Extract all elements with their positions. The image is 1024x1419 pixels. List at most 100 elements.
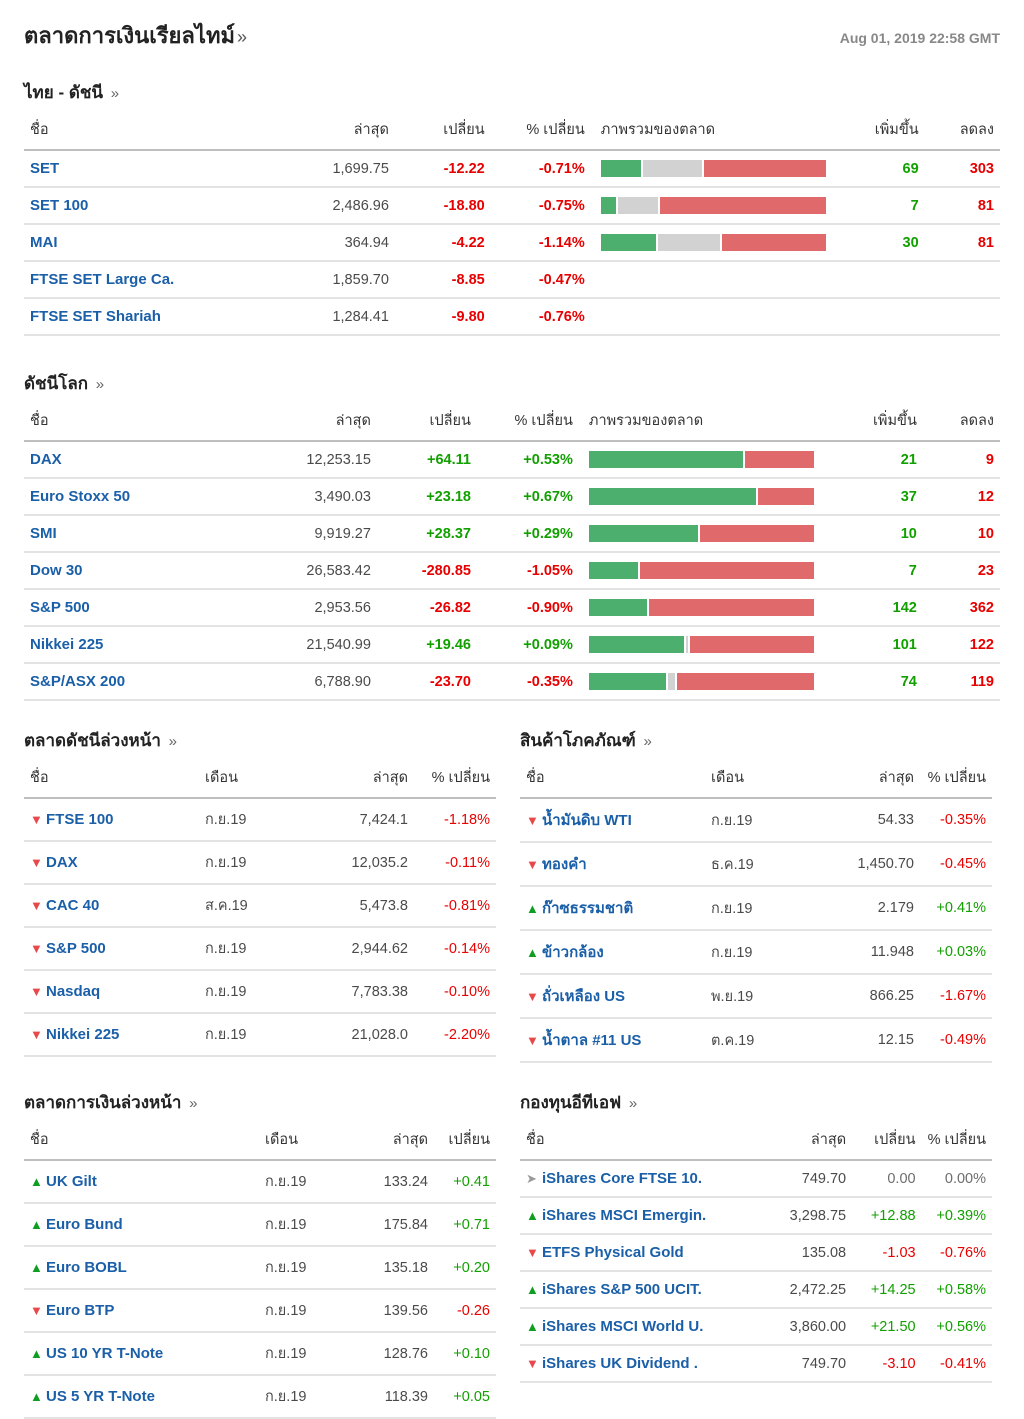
- row-name-cell[interactable]: ▼ Nikkei 225: [24, 1012, 199, 1057]
- instrument-link[interactable]: Nikkei 225: [46, 1026, 120, 1043]
- table-row[interactable]: ▲ iShares S&P 500 UCIT. 2,472.25 +14.25 +0.5…: [520, 1270, 992, 1308]
- table-row[interactable]: ▲ iShares MSCI World U. 3,860.00 +21.50 +0.5…: [520, 1307, 992, 1345]
- col-last[interactable]: ล่าสุด: [353, 122, 389, 138]
- col-declines[interactable]: ลดลง: [959, 413, 994, 429]
- table-row[interactable]: ➤ iShares Core FTSE 10. 749.70 0.00 0.00%: [520, 1159, 992, 1197]
- row-name-cell[interactable]: SET: [24, 149, 281, 187]
- table-row[interactable]: ▼ iShares UK Dividend . 749.70 -3.10 -0.41%: [520, 1344, 992, 1383]
- row-name-cell[interactable]: ▼ น้ำตาล #11 US: [520, 1017, 705, 1063]
- table-row[interactable]: Nikkei 225 21,540.99 +19.46 +0.09% 101 122: [24, 625, 1000, 663]
- col-change[interactable]: เปลี่ยน: [448, 1132, 490, 1148]
- instrument-link[interactable]: US 10 YR T-Note: [46, 1345, 164, 1362]
- instrument-link[interactable]: S&P 500: [46, 940, 106, 957]
- row-name-cell[interactable]: Euro Stoxx 50: [24, 477, 254, 515]
- col-name[interactable]: ชื่อ: [526, 770, 545, 786]
- instrument-link[interactable]: SMI: [30, 525, 57, 542]
- col-pct-change[interactable]: % เปลี่ยน: [526, 122, 585, 138]
- col-pct-change[interactable]: % เปลี่ยน: [431, 770, 490, 786]
- instrument-link[interactable]: ข้าวกล้อง: [542, 944, 604, 961]
- instrument-link[interactable]: DAX: [46, 854, 78, 871]
- row-name-cell[interactable]: ▲ iShares S&P 500 UCIT.: [520, 1270, 763, 1308]
- instrument-link[interactable]: DAX: [30, 451, 62, 468]
- table-row[interactable]: ▲ UK Gilt ก.ย.19 133.24 +0.41: [24, 1159, 496, 1203]
- table-row[interactable]: FTSE SET Large Ca. 1,859.70 -8.85 -0.47%: [24, 260, 1000, 298]
- table-row[interactable]: ▼ น้ำมันดิบ WTI ก.ย.19 54.33 -0.35%: [520, 797, 992, 842]
- row-name-cell[interactable]: FTSE SET Shariah: [24, 297, 281, 336]
- instrument-link[interactable]: ETFS Physical Gold: [542, 1244, 684, 1261]
- instrument-link[interactable]: SET: [30, 160, 60, 177]
- table-row[interactable]: ▼ ETFS Physical Gold 135.08 -1.03 -0.76%: [520, 1233, 992, 1271]
- section-index-futures-chevron[interactable]: »: [168, 733, 177, 750]
- table-row[interactable]: ▲ US 5 YR T-Note ก.ย.19 118.39 +0.05: [24, 1374, 496, 1419]
- row-name-cell[interactable]: ▼ iShares UK Dividend .: [520, 1344, 763, 1383]
- col-name[interactable]: ชื่อ: [30, 122, 49, 138]
- section-financial-futures-chevron[interactable]: »: [189, 1095, 198, 1112]
- instrument-link[interactable]: Dow 30: [30, 562, 83, 579]
- col-pct-change[interactable]: % เปลี่ยน: [927, 770, 986, 786]
- instrument-link[interactable]: US 5 YR T-Note: [46, 1388, 155, 1405]
- instrument-link[interactable]: FTSE SET Shariah: [30, 308, 161, 325]
- row-name-cell[interactable]: Nikkei 225: [24, 625, 254, 663]
- instrument-link[interactable]: Euro Stoxx 50: [30, 488, 131, 505]
- col-last[interactable]: ล่าสุด: [372, 770, 408, 786]
- instrument-link[interactable]: iShares S&P 500 UCIT.: [542, 1281, 702, 1298]
- table-row[interactable]: S&P 500 2,953.56 -26.82 -0.90% 142 362: [24, 588, 1000, 626]
- row-name-cell[interactable]: ▲ iShares MSCI Emergin.: [520, 1196, 763, 1234]
- table-row[interactable]: ▼ Euro BTP ก.ย.19 139.56 -0.26: [24, 1288, 496, 1332]
- table-row[interactable]: ▼ Nikkei 225 ก.ย.19 21,028.0 -2.20%: [24, 1012, 496, 1057]
- table-row[interactable]: ▲ Euro BOBL ก.ย.19 135.18 +0.20: [24, 1245, 496, 1289]
- row-name-cell[interactable]: ▲ ข้าวกล้อง: [520, 929, 705, 974]
- row-name-cell[interactable]: S&P/ASX 200: [24, 662, 254, 701]
- table-row[interactable]: Euro Stoxx 50 3,490.03 +23.18 +0.67% 37 12: [24, 477, 1000, 515]
- table-row[interactable]: ▼ DAX ก.ย.19 12,035.2 -0.11%: [24, 840, 496, 884]
- instrument-link[interactable]: iShares MSCI World U.: [542, 1318, 704, 1335]
- col-change[interactable]: เปลี่ยน: [874, 1132, 916, 1148]
- col-declines[interactable]: ลดลง: [959, 122, 994, 138]
- col-advances[interactable]: เพิ่มขึ้น: [874, 122, 919, 138]
- row-name-cell[interactable]: ➤ iShares Core FTSE 10.: [520, 1159, 763, 1197]
- table-row[interactable]: ▼ ทองคำ ธ.ค.19 1,450.70 -0.45%: [520, 841, 992, 886]
- table-row[interactable]: ▲ US 10 YR T-Note ก.ย.19 128.76 +0.10: [24, 1331, 496, 1375]
- instrument-link[interactable]: FTSE 100: [46, 811, 114, 828]
- instrument-link[interactable]: S&P 500: [30, 599, 90, 616]
- row-name-cell[interactable]: MAI: [24, 223, 281, 261]
- row-name-cell[interactable]: ▲ iShares MSCI World U.: [520, 1307, 763, 1345]
- row-name-cell[interactable]: ▼ Euro BTP: [24, 1288, 259, 1332]
- row-name-cell[interactable]: ▼ DAX: [24, 840, 199, 884]
- col-month[interactable]: เดือน: [205, 770, 238, 786]
- row-name-cell[interactable]: ▲ US 5 YR T-Note: [24, 1374, 259, 1419]
- table-row[interactable]: SMI 9,919.27 +28.37 +0.29% 10 10: [24, 514, 1000, 552]
- row-name-cell[interactable]: ▼ Nasdaq: [24, 969, 199, 1013]
- table-row[interactable]: ▲ ก๊าซธรรมชาติ ก.ย.19 2.179 +0.41%: [520, 885, 992, 930]
- table-row[interactable]: Dow 30 26,583.42 -280.85 -1.05% 7 23: [24, 551, 1000, 589]
- row-name-cell[interactable]: ▲ Euro BOBL: [24, 1245, 259, 1289]
- section-thai-indices-chevron[interactable]: »: [110, 85, 120, 102]
- row-name-cell[interactable]: ▼ ถั่วเหลือง US: [520, 973, 705, 1018]
- row-name-cell[interactable]: ▲ US 10 YR T-Note: [24, 1331, 259, 1375]
- row-name-cell[interactable]: ▼ FTSE 100: [24, 797, 199, 841]
- table-row[interactable]: ▼ S&P 500 ก.ย.19 2,944.62 -0.14%: [24, 926, 496, 970]
- instrument-link[interactable]: S&P/ASX 200: [30, 673, 126, 690]
- table-row[interactable]: SET 1,699.75 -12.22 -0.71% 69 303: [24, 149, 1000, 187]
- table-row[interactable]: ▼ FTSE 100 ก.ย.19 7,424.1 -1.18%: [24, 797, 496, 841]
- instrument-link[interactable]: ถั่วเหลือง US: [542, 988, 626, 1005]
- instrument-link[interactable]: น้ำตาล #11 US: [542, 1032, 642, 1049]
- col-last[interactable]: ล่าสุด: [878, 770, 914, 786]
- col-last[interactable]: ล่าสุด: [810, 1132, 847, 1148]
- instrument-link[interactable]: MAI: [30, 234, 58, 251]
- col-name[interactable]: ชื่อ: [526, 1132, 545, 1148]
- table-row[interactable]: S&P/ASX 200 6,788.90 -23.70 -0.35% 74 119: [24, 662, 1000, 701]
- section-commodities-chevron[interactable]: »: [643, 733, 652, 750]
- instrument-link[interactable]: ทองคำ: [542, 856, 587, 873]
- table-row[interactable]: ▲ ข้าวกล้อง ก.ย.19 11.948 +0.03%: [520, 929, 992, 974]
- row-name-cell[interactable]: ▼ ETFS Physical Gold: [520, 1233, 763, 1271]
- col-month[interactable]: เดือน: [711, 770, 744, 786]
- instrument-link[interactable]: UK Gilt: [46, 1173, 97, 1190]
- col-market-overview[interactable]: ภาพรวมของตลาด: [588, 413, 704, 429]
- table-row[interactable]: MAI 364.94 -4.22 -1.14% 30 81: [24, 223, 1000, 261]
- table-row[interactable]: ▲ Euro Bund ก.ย.19 175.84 +0.71: [24, 1202, 496, 1246]
- col-last[interactable]: ล่าสุด: [392, 1132, 428, 1148]
- instrument-link[interactable]: FTSE SET Large Ca.: [30, 271, 175, 288]
- row-name-cell[interactable]: SMI: [24, 514, 254, 552]
- row-name-cell[interactable]: ▼ ทองคำ: [520, 841, 705, 886]
